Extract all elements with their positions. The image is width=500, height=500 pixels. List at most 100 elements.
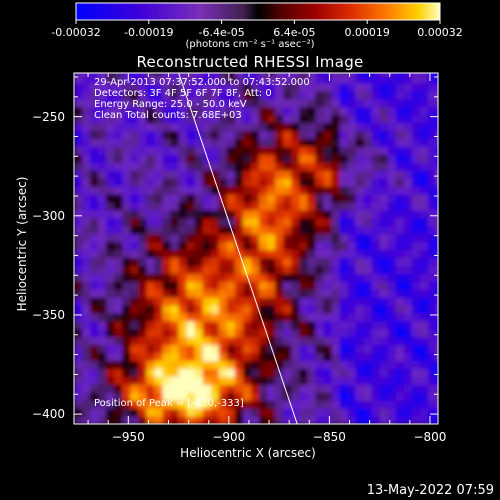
heatmap-cell: [234, 241, 244, 251]
heatmap-cell: [379, 209, 389, 219]
heatmap-cell: [162, 368, 172, 377]
heatmap-cell: [355, 305, 365, 314]
heatmap-cell: [299, 336, 308, 346]
heatmap-cell: [436, 209, 438, 219]
heatmap-cell: [178, 344, 188, 354]
heatmap-cell: [291, 392, 300, 401]
heatmap-cell: [339, 376, 349, 385]
heatmap-cell: [146, 368, 155, 377]
heatmap-cell: [98, 225, 107, 235]
heatmap-cell: [226, 289, 236, 298]
heatmap-cell: [146, 194, 155, 203]
heatmap-cell: [202, 281, 212, 290]
heatmap-cell: [291, 328, 300, 338]
heatmap-cell: [186, 376, 196, 385]
heatmap-cell: [363, 328, 373, 338]
heatmap-cell: [154, 241, 163, 251]
heatmap-cell: [291, 186, 300, 195]
heatmap-cell: [299, 257, 308, 266]
heatmap-cell: [387, 257, 397, 266]
heatmap-cell: [291, 225, 300, 235]
heatmap-cell: [114, 368, 123, 377]
heatmap-cell: [98, 138, 107, 147]
heatmap-cell: [162, 186, 172, 195]
heatmap-cell: [194, 265, 204, 274]
heatmap-cell: [379, 289, 389, 298]
heatmap-cell: [411, 265, 421, 274]
heatmap-cell: [339, 170, 349, 179]
heatmap-cell: [363, 320, 373, 330]
heatmap-cell: [395, 281, 405, 290]
heatmap-cell: [98, 146, 107, 155]
heatmap-cell: [98, 90, 107, 100]
heatmap-cell: [226, 241, 236, 251]
heatmap-cell: [371, 233, 381, 243]
heatmap-cell: [331, 194, 340, 203]
heatmap-cell: [154, 400, 163, 409]
heatmap-cell: [436, 289, 438, 298]
heatmap-cell: [178, 336, 188, 346]
heatmap-cell: [74, 122, 83, 132]
heatmap-cell: [130, 162, 139, 171]
heatmap-cell: [331, 73, 340, 76]
heatmap-cell: [154, 408, 163, 417]
heatmap-cell: [355, 289, 365, 298]
heatmap-cell: [315, 233, 324, 243]
heatmap-cell: [82, 416, 91, 424]
heatmap-cell: [226, 217, 236, 227]
heatmap-cell: [379, 154, 389, 163]
heatmap-cell: [178, 320, 188, 330]
heatmap-cell: [218, 186, 228, 195]
heatmap-cell: [194, 352, 204, 362]
heatmap-cell: [395, 336, 405, 346]
heatmap-cell: [226, 186, 236, 195]
heatmap-cell: [106, 320, 115, 330]
heatmap-cell: [403, 352, 413, 362]
heatmap-cell: [170, 305, 180, 314]
heatmap-cell: [387, 73, 397, 76]
heatmap-cell: [259, 400, 268, 409]
heatmap-cell: [371, 217, 381, 227]
peak-position-label: Position of Peak = [-930,-333]: [94, 398, 244, 409]
info-energy-range: Energy Range: 25.0 - 50.0 keV: [94, 99, 247, 110]
heatmap-cell: [98, 352, 107, 362]
heatmap-cell: [234, 312, 244, 322]
heatmap-cell: [162, 162, 172, 171]
heatmap-cell: [130, 376, 139, 385]
heatmap-cell: [307, 400, 316, 409]
heatmap-cell: [226, 297, 236, 306]
heatmap-cell: [138, 82, 147, 92]
heatmap-cell: [114, 328, 123, 338]
heatmap-cell: [138, 186, 147, 195]
heatmap-cell: [331, 416, 340, 424]
heatmap-cell: [98, 209, 107, 219]
heatmap-cell: [259, 122, 268, 132]
heatmap-cell: [315, 257, 324, 266]
heatmap-cell: [323, 249, 332, 258]
heatmap-cell: [162, 384, 172, 393]
heatmap-cell: [267, 154, 276, 163]
heatmap-cell: [267, 186, 276, 195]
heatmap-cell: [218, 146, 228, 155]
heatmap-cell: [98, 114, 107, 124]
heatmap-cell: [170, 289, 180, 298]
heatmap-cell: [419, 122, 429, 132]
heatmap-cell: [98, 273, 107, 282]
heatmap-cell: [170, 233, 180, 243]
heatmap-cell: [275, 297, 284, 306]
heatmap-cell: [122, 162, 131, 171]
heatmap-cell: [106, 98, 115, 108]
heatmap-cell: [106, 82, 115, 92]
heatmap-cell: [307, 225, 316, 235]
heatmap-cell: [251, 249, 260, 258]
heatmap-cell: [186, 336, 196, 346]
heatmap-cell: [251, 416, 260, 424]
heatmap-cell: [122, 178, 131, 187]
heatmap-cell: [339, 416, 349, 424]
heatmap-cell: [259, 194, 268, 203]
heatmap-cell: [114, 376, 123, 385]
heatmap-cell: [130, 312, 139, 322]
heatmap-cell: [162, 400, 172, 409]
heatmap-cell: [122, 368, 131, 377]
heatmap-cell: [427, 201, 437, 211]
